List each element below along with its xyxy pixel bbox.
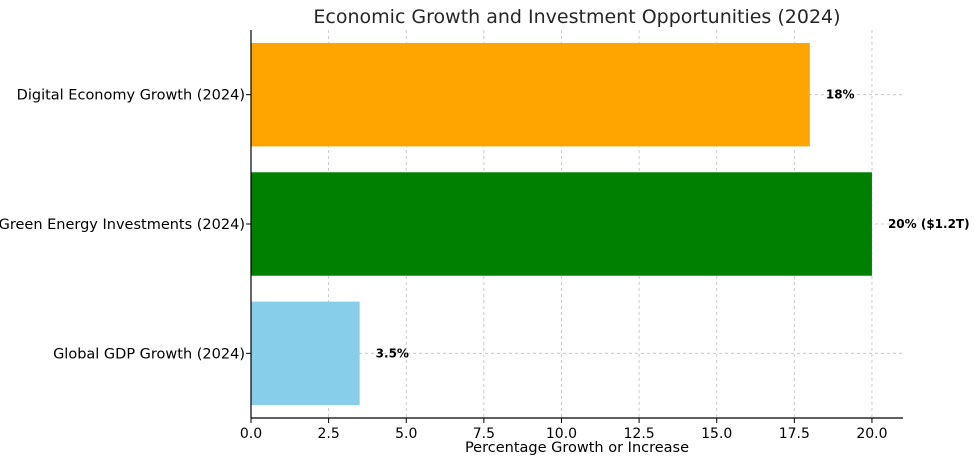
x-tick-label: 2.5 (317, 426, 339, 442)
x-tick-label: 12.5 (624, 426, 655, 442)
category-label: Digital Economy Growth (2024) (17, 88, 245, 104)
labels-layer: 18% 20% ($1.2T) 3.5% (376, 88, 970, 361)
category-label: Green Energy Investments (2024) (0, 217, 245, 233)
bars-layer (251, 42, 872, 406)
chart-title: Economic Growth and Investment Opportuni… (313, 6, 840, 28)
x-axis-label: Percentage Growth or Increase (465, 440, 689, 456)
x-tick-label: 0.0 (240, 426, 262, 442)
x-tick-label: 20.0 (856, 426, 887, 442)
bar (251, 42, 810, 147)
bar (251, 172, 872, 276)
data-label: 20% ($1.2T) (888, 217, 970, 231)
category-label: Global GDP Growth (2024) (53, 346, 245, 362)
x-tick-label: 5.0 (395, 426, 417, 442)
bar (251, 301, 360, 406)
x-tick-label: 15.0 (701, 426, 732, 442)
x-tick-label: 7.5 (473, 426, 495, 442)
data-label: 18% (826, 88, 855, 102)
x-tick-label: 17.5 (779, 426, 810, 442)
data-label: 3.5% (376, 346, 409, 360)
axes-layer: 0.0 2.5 5.0 7.5 10.0 12.5 15.0 17.5 20.0 Digital … (0, 30, 903, 442)
x-tick-label: 10.0 (546, 426, 577, 442)
